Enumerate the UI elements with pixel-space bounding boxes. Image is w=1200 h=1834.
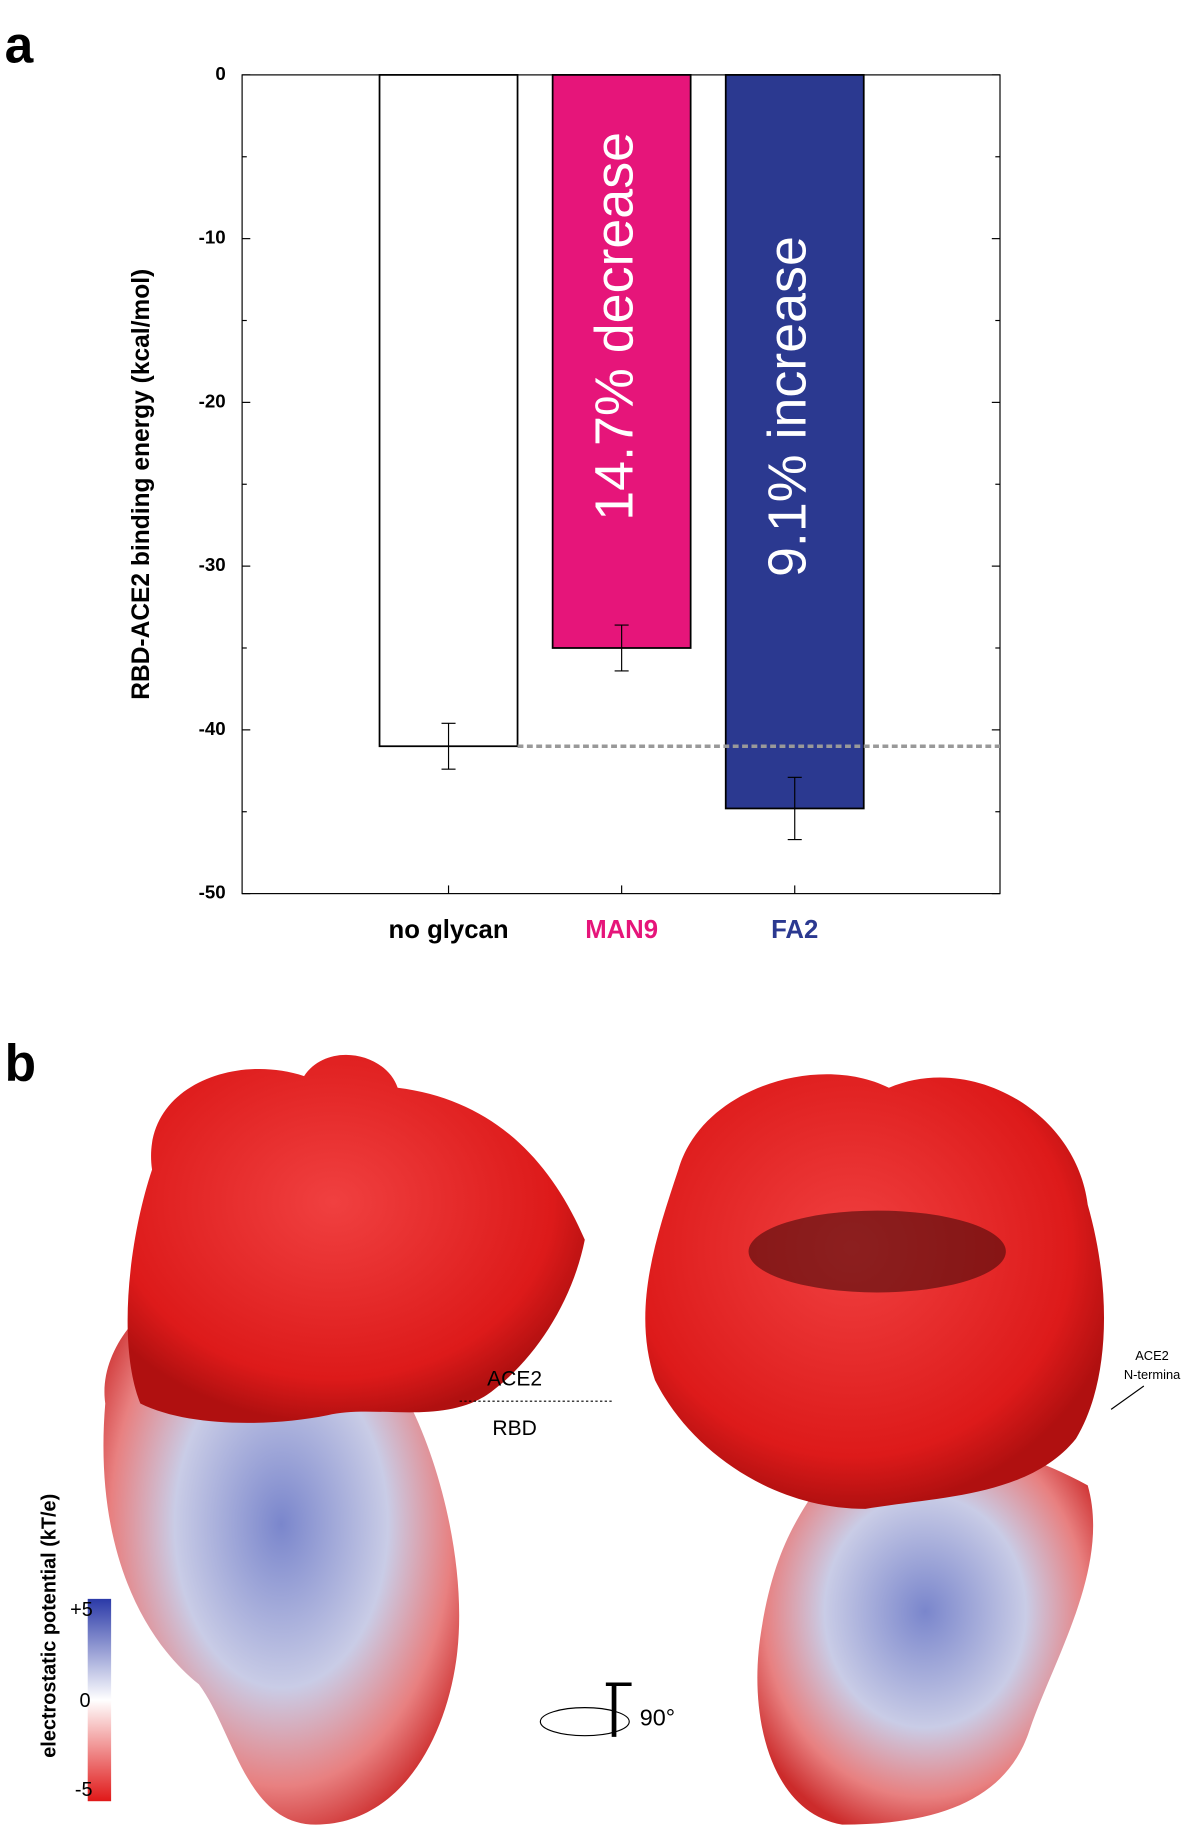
rotation-label: 90°: [640, 1705, 675, 1731]
bar: [551, 74, 692, 649]
panel-label: a: [5, 16, 34, 74]
region-label: ACE2: [487, 1368, 542, 1391]
y-axis-label: RBD-ACE2 binding energy (kcal/mol): [128, 269, 155, 700]
y-tick-label: -50: [199, 882, 226, 903]
colorbar-title: electrostatic potential (kT/e): [39, 1494, 61, 1758]
y-tick-label: -40: [199, 718, 226, 739]
bar: [378, 74, 519, 748]
colorbar-tick: +5: [70, 1599, 93, 1621]
x-tick-label: FA2: [771, 916, 818, 944]
callout-line: [1110, 1385, 1145, 1410]
y-tick-label: 0: [215, 63, 225, 84]
bar-annotation: 14.7% decrease: [584, 132, 644, 521]
colorbar: [87, 1598, 112, 1802]
callout-label: N-termina: [1124, 1367, 1181, 1382]
rotation-icon: [539, 1682, 632, 1737]
colorbar-tick: 0: [80, 1690, 91, 1712]
bar-annotation: 9.1% increase: [757, 236, 817, 577]
bar: [724, 74, 865, 810]
x-tick-label: MAN9: [585, 916, 658, 944]
panel-label: b: [5, 1033, 36, 1091]
molecule-left: [103, 1054, 585, 1825]
y-tick-label: -20: [199, 390, 226, 411]
callout-label: ACE2: [1135, 1348, 1169, 1363]
x-tick-label: no glycan: [389, 916, 509, 944]
colorbar-tick: -5: [75, 1779, 93, 1801]
y-tick-label: -10: [199, 227, 226, 248]
molecule-right: [645, 1074, 1105, 1825]
y-tick-label: -30: [199, 554, 226, 575]
region-label: RBD: [492, 1417, 536, 1440]
